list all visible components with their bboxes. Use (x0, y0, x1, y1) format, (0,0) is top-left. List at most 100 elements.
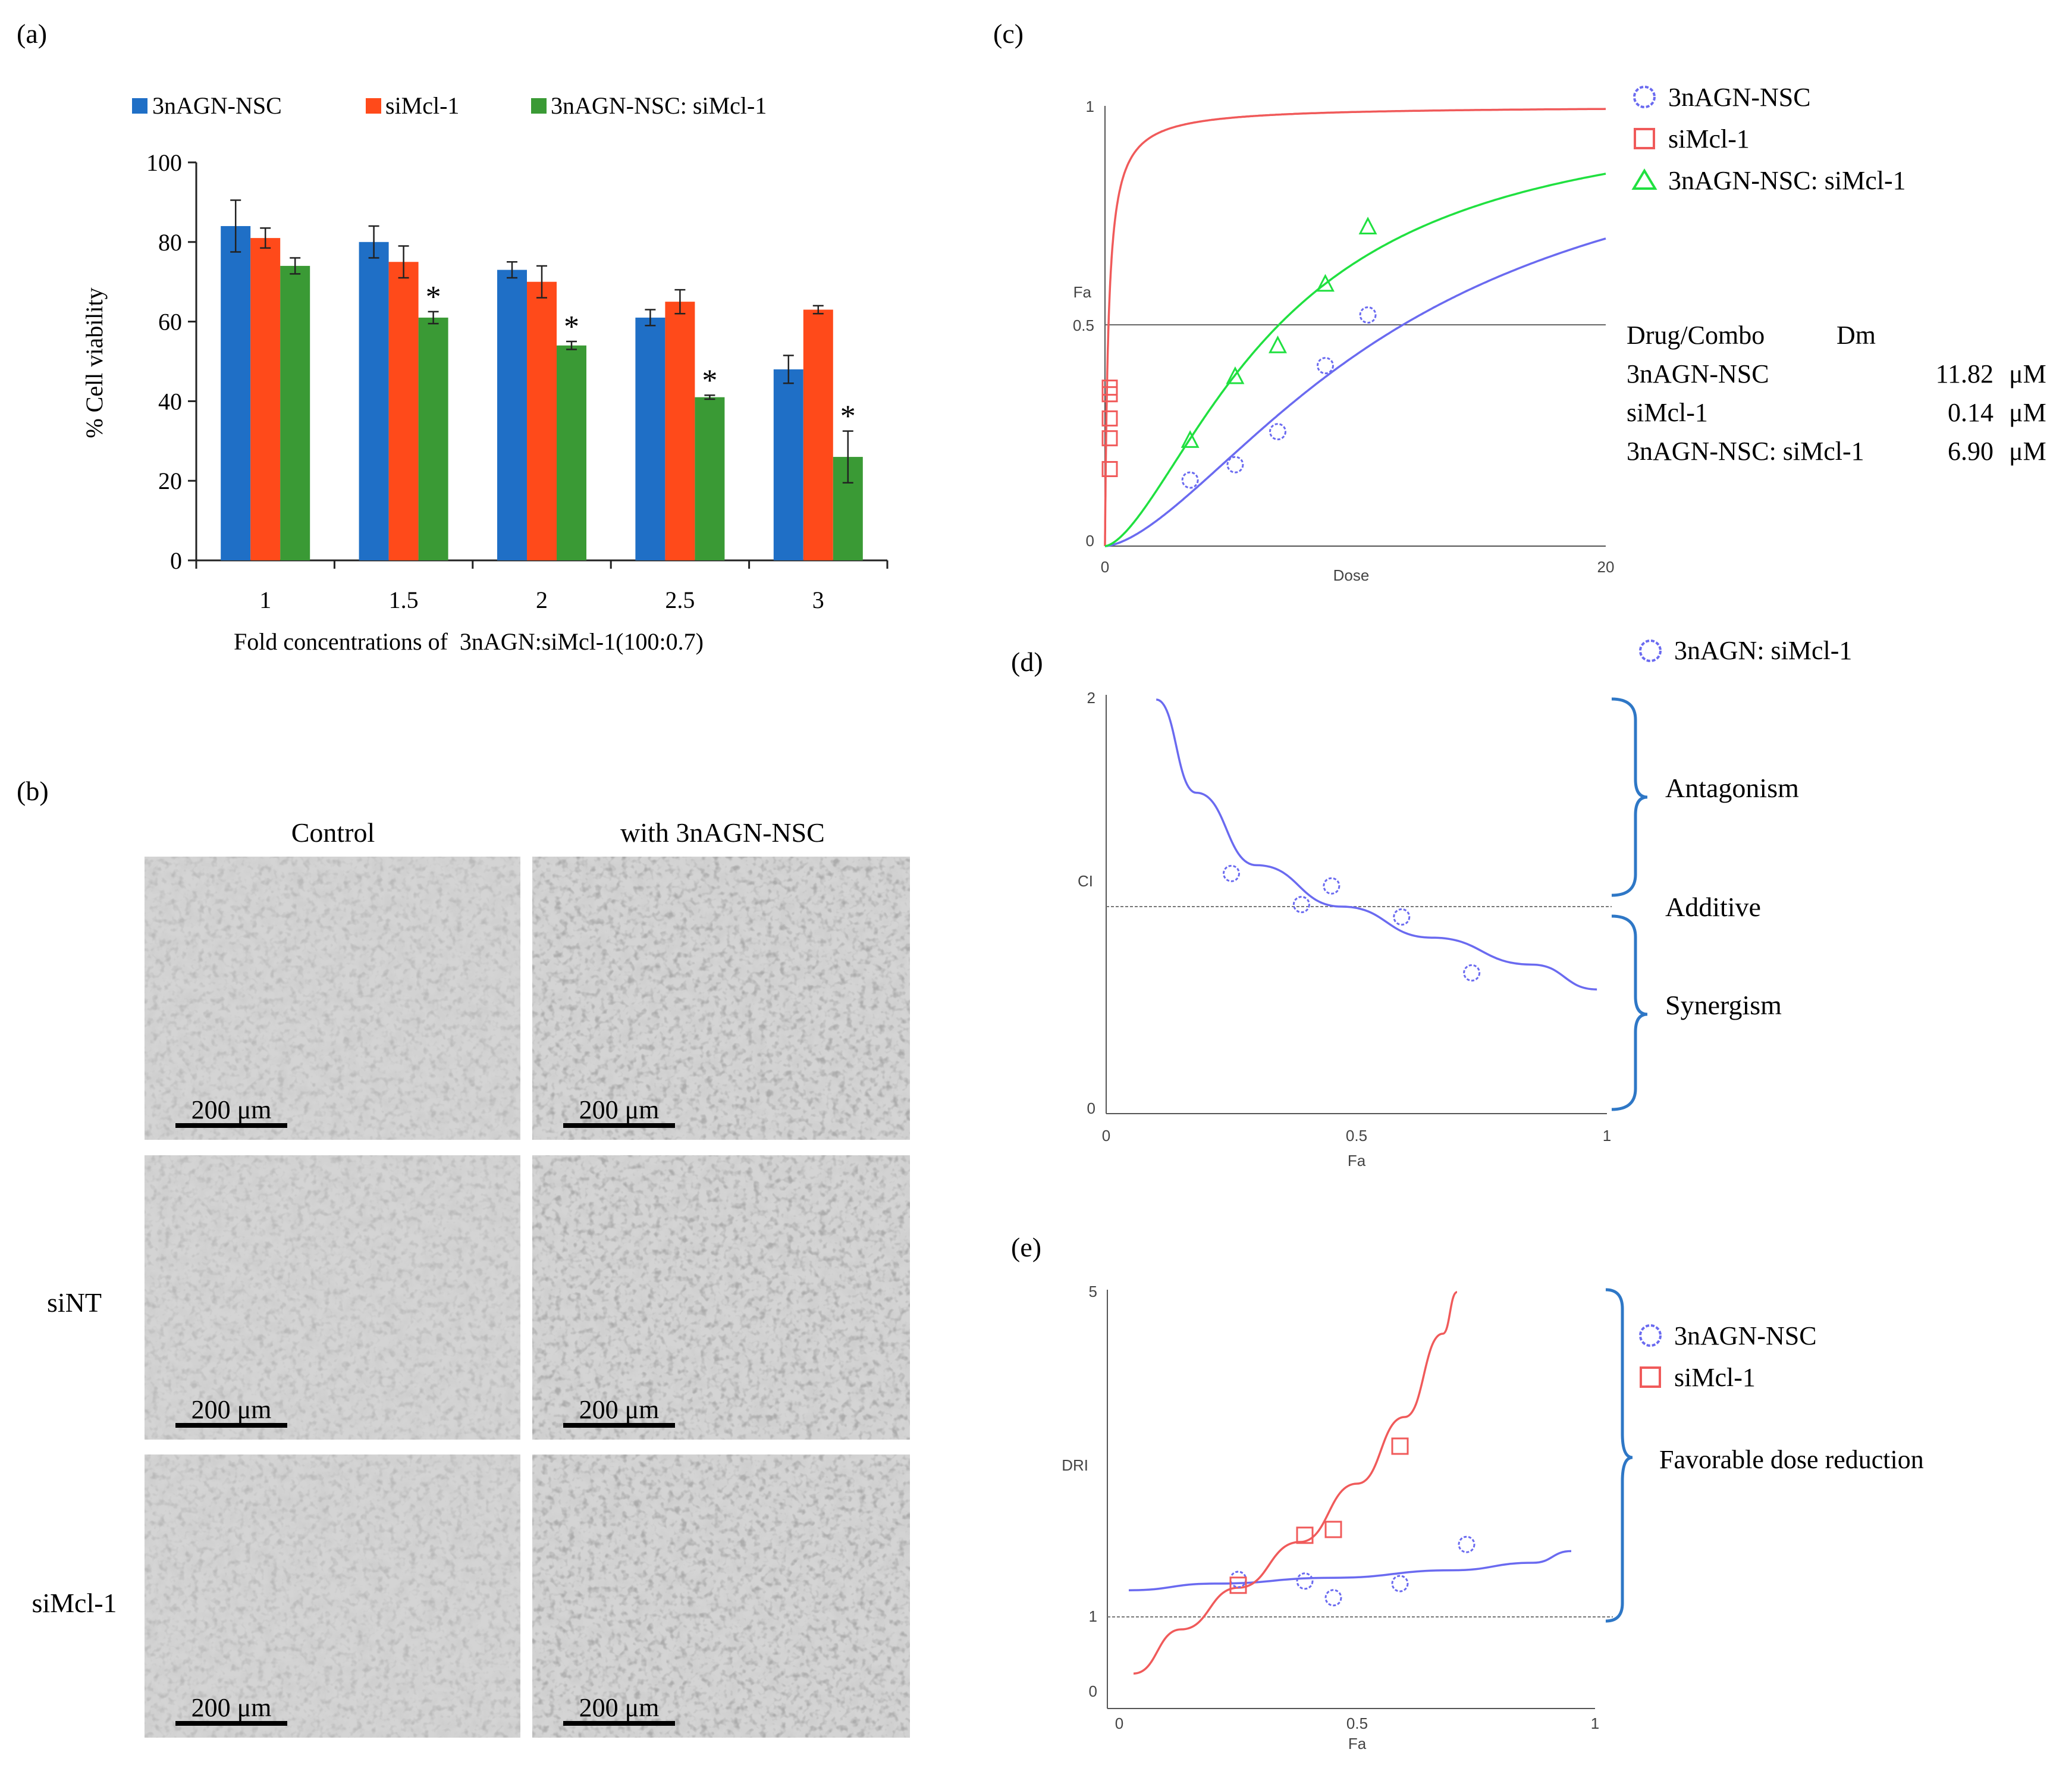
legend-label-combo: 3nAGN-NSC: siMcl-1 (551, 92, 767, 119)
micrograph-cells (532, 1454, 910, 1738)
scale-bar-label: 200 μm (579, 1395, 660, 1424)
annotation-additive: Additive (1665, 892, 1761, 922)
bar-3nagn-nsc (221, 226, 251, 560)
x-axis-label-d: Fa (1348, 1152, 1366, 1170)
legend-marker-circle-e (1639, 1324, 1662, 1347)
microscopy-grid-b: Control with 3nAGN-NSC siNT siMcl-1 200 … (32, 817, 910, 1738)
row-label-sint: siNT (47, 1287, 102, 1318)
dm-row-1-value: 11.82 (1936, 359, 1993, 388)
y-axis-label-c: Fa (1073, 283, 1092, 301)
legend-a: 3nAGN-NSC siMcl-1 3nAGN-NSC: siMcl-1 (132, 92, 767, 119)
bar-3nagn-nsc (773, 369, 803, 560)
dm-row-3-name: 3nAGN-NSC: siMcl-1 (1627, 437, 1864, 466)
legend-swatch-3nagn-nsc (132, 98, 147, 114)
scale-bar-label: 200 μm (579, 1693, 660, 1722)
y-tick-c-0: 0 (1086, 532, 1094, 550)
bracket-antagonism (1611, 697, 1648, 897)
point-c-triangle (1358, 217, 1377, 234)
significance-star-a: * (564, 310, 579, 344)
point-c-square (1101, 461, 1118, 477)
x-tick-e-0: 0 (1115, 1714, 1123, 1732)
legend-label-3nagn-nsc: 3nAGN-NSC (152, 92, 282, 119)
legend-c-label-3: 3nAGN-NSC: siMcl-1 (1668, 166, 1906, 195)
point-c-triangle (1316, 274, 1335, 292)
point-e-square (1391, 1437, 1409, 1455)
x-tick-label-a: 3 (812, 587, 824, 613)
point-e-circle (1229, 1570, 1247, 1588)
significance-star-a: * (840, 400, 856, 434)
x-tick-label-a: 1.5 (389, 587, 419, 613)
legend-label-simcl-1: siMcl-1 (385, 92, 459, 119)
point-c-square (1101, 386, 1118, 403)
y-tick-c-05: 0.5 (1073, 316, 1094, 334)
x-tick-label-a: 1 (259, 587, 271, 613)
y-tick-d-2: 2 (1087, 689, 1095, 707)
micrograph-cells (145, 1454, 520, 1738)
bar-simcl-1 (527, 281, 557, 560)
col-header-with-3nagn: with 3nAGN-NSC (620, 817, 825, 848)
scale-bar-label: 200 μm (191, 1095, 272, 1124)
curve-c-2 (1104, 173, 1606, 547)
y-tick-label-a: 0 (170, 547, 182, 574)
bar-simcl-1 (250, 238, 281, 560)
scale-bar-label: 200 μm (579, 1095, 660, 1124)
point-e-square (1324, 1521, 1342, 1538)
legend-marker-circle-c (1633, 86, 1656, 108)
bar-3nagn-nsc-simcl-1 (695, 397, 725, 560)
col-header-control: Control (291, 817, 375, 848)
y-tick-label-a: 40 (158, 388, 182, 415)
point-c-circle (1359, 306, 1377, 324)
x-axis-label-a: Fold concentrations of 3nAGN:siMcl-1(100… (234, 628, 704, 655)
bracket-synergism (1611, 914, 1648, 1111)
micrograph-cells (145, 857, 520, 1140)
bar-simcl-1 (388, 262, 419, 560)
point-c-circle (1226, 456, 1244, 474)
legend-marker-triangle-c (1631, 168, 1657, 190)
bar-3nagn-nsc (497, 269, 527, 560)
point-e-circle (1391, 1575, 1409, 1593)
micrograph-cells (145, 1155, 520, 1440)
legend-marker-square-c (1634, 128, 1655, 149)
y-tick-e-5: 5 (1089, 1283, 1097, 1300)
scale-bar-label: 200 μm (191, 1693, 272, 1722)
legend-marker-square-e (1640, 1366, 1661, 1388)
legend-c-label-2: siMcl-1 (1668, 124, 1750, 153)
annotation-dose-reduction: Favorable dose reduction (1659, 1445, 1924, 1474)
y-tick-label-a: 80 (158, 229, 182, 256)
x-tick-d-0: 0 (1102, 1127, 1110, 1145)
x-tick-e-05: 0.5 (1346, 1714, 1368, 1732)
bracket-dose-reduction (1605, 1288, 1633, 1623)
dri-chart-e: 5 1 0 0 0.5 1 DRI Fa 3nAGN-NSC siMcl-1 F… (1062, 1283, 1924, 1753)
y-tick-label-a: 20 (158, 468, 182, 494)
point-c-circle (1181, 471, 1199, 489)
micrograph-cells (532, 857, 910, 1140)
x-tick-c-0: 0 (1101, 558, 1109, 576)
x-tick-d-1: 1 (1603, 1127, 1611, 1145)
point-c-triangle (1269, 336, 1287, 353)
x-axis-label-c: Dose (1333, 566, 1370, 584)
legend-c: 3nAGN-NSC siMcl-1 3nAGN-NSC: siMcl-1 (1631, 83, 1906, 195)
scale-bar-label: 200 μm (191, 1395, 272, 1424)
bar-3nagn-nsc-simcl-1 (557, 345, 586, 560)
dm-row-3-unit: μM (2009, 437, 2046, 466)
dm-row-2-unit: μM (2009, 398, 2046, 427)
point-d-circle (1292, 896, 1310, 914)
ci-chart-d: 2 0 0 0.5 1 CI Fa 3nAGN: siMcl-1 Antagon… (1078, 636, 1852, 1170)
x-tick-label-a: 2 (536, 587, 548, 613)
x-axis-label-e: Fa (1348, 1735, 1367, 1753)
bar-3nagn-nsc-simcl-1 (418, 317, 448, 560)
dm-row-2-value: 0.14 (1948, 398, 1993, 427)
dm-row-1-name: 3nAGN-NSC (1627, 359, 1769, 388)
y-axis-label-e: DRI (1062, 1456, 1088, 1474)
point-d-circle (1223, 864, 1240, 882)
row-label-simcl-1: siMcl-1 (32, 1588, 117, 1618)
point-c-square (1101, 410, 1118, 427)
micrograph-cells (532, 1155, 910, 1440)
annotation-antagonism: Antagonism (1665, 773, 1799, 803)
point-c-circle (1316, 357, 1334, 375)
point-e-circle (1458, 1535, 1475, 1553)
legend-swatch-simcl-1 (366, 98, 381, 114)
dose-effect-chart-c: 1 0.5 0 0 20 Fa Dose 3nAGN-NSC siMcl-1 3… (1073, 83, 2046, 584)
legend-d-label: 3nAGN: siMcl-1 (1674, 636, 1852, 665)
annotation-synergism: Synergism (1665, 990, 1782, 1020)
